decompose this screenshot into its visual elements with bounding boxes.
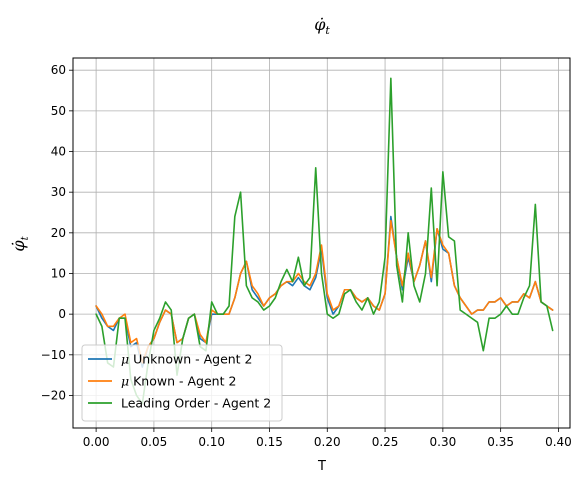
x-axis-ticks: 0.00 0.05 0.10 0.15 0.20 0.25 0.30 0.35 0.40: [83, 428, 572, 449]
legend: μ Unknown - Agent 2 μ Known - Agent 2 Lead…: [81, 344, 283, 422]
x-tick-label: 0.40: [545, 435, 572, 449]
y-axis-ticks: −20 −10 0 10 20 30 40 50 60: [41, 63, 73, 402]
y-tick-label: −10: [41, 348, 66, 362]
legend-entries: μ Unknown - Agent 2 μ Known - Agent 2 Lead…: [88, 352, 271, 411]
y-tick-label: 50: [51, 104, 66, 118]
series-line-3: [95, 77, 554, 405]
x-tick-label: 0.20: [314, 435, 341, 449]
y-tick-label: 0: [58, 307, 66, 321]
y-tick-label: 30: [51, 185, 66, 199]
y-tick-label: 20: [51, 226, 66, 240]
chart-title: φ̇t: [314, 15, 330, 37]
x-tick-label: 0.00: [83, 435, 110, 449]
y-tick-label: −20: [41, 388, 66, 402]
x-tick-label: 0.30: [430, 435, 457, 449]
plot-frame: [72, 57, 571, 429]
y-axis-label: φ̇t: [9, 235, 31, 251]
x-tick-label: 0.05: [141, 435, 168, 449]
y-axis-label-main: φ̇: [9, 240, 28, 252]
legend-label-2: μ Known - Agent 2: [121, 374, 236, 389]
y-tick-label: 60: [51, 63, 66, 77]
legend-label-1: μ Unknown - Agent 2: [121, 352, 253, 367]
x-tick-label: 0.15: [256, 435, 283, 449]
chart-title-sub: t: [325, 24, 330, 37]
legend-label-3: Leading Order - Agent 2: [121, 396, 271, 411]
y-tick-label: 40: [51, 145, 66, 159]
x-tick-label: 0.25: [372, 435, 399, 449]
x-axis-label: T: [317, 459, 326, 474]
x-tick-label: 0.35: [487, 435, 514, 449]
legend-box: [81, 344, 283, 422]
y-tick-label: 10: [51, 266, 66, 280]
x-tick-label: 0.10: [198, 435, 225, 449]
y-axis-label-sub: t: [20, 235, 31, 240]
chart-title-main: φ̇: [314, 15, 326, 34]
series-lines: [95, 77, 554, 405]
